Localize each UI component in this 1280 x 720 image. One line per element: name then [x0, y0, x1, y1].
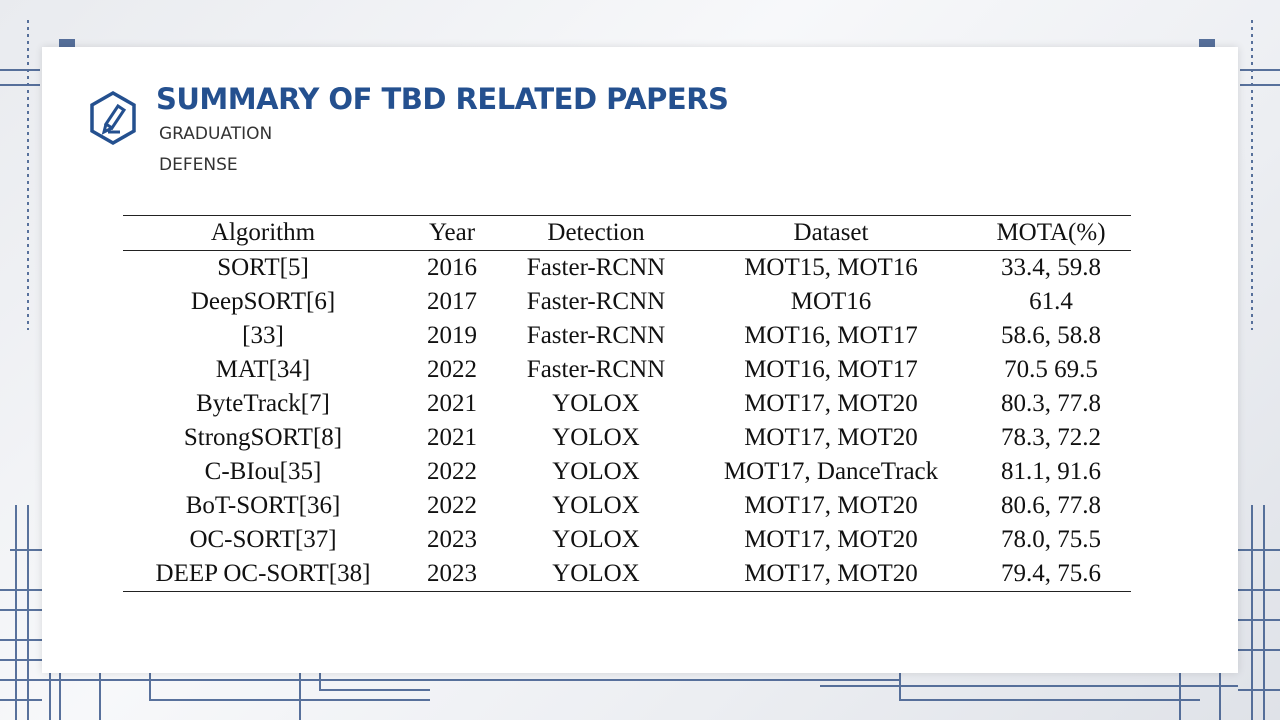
- table-row: ByteTrack[7] 2021 YOLOX MOT17, MOT20 80.3, 7…: [123, 387, 1131, 421]
- cell-mota: 61.4: [1029, 288, 1073, 315]
- cell-year: 2022: [427, 356, 477, 383]
- cell-algorithm: BoT-SORT[36]: [185, 492, 341, 519]
- cell-mota: 80.6, 77.8: [1001, 492, 1101, 519]
- cell-mota: 33.4, 59.8: [1001, 254, 1101, 281]
- cell-year: 2022: [427, 492, 477, 519]
- header-algorithm: Algorithm: [210, 219, 316, 246]
- table-row: BoT-SORT[36] 2022 YOLOX MOT17, MOT20 80.6, 7…: [123, 489, 1131, 523]
- cell-mota: 78.0, 75.5: [1001, 526, 1101, 553]
- table-header-row: Algorithm Year Detection Dataset MOTA(%): [123, 215, 1131, 251]
- cell-dataset: MOT17, MOT20: [744, 492, 918, 519]
- slide-subtitle-line2: DEFENSE: [159, 155, 238, 175]
- cell-dataset: MOT17, DanceTrack: [723, 458, 939, 485]
- cell-dataset: MOT16, MOT17: [744, 322, 918, 349]
- cell-year: 2023: [427, 526, 477, 553]
- cell-algorithm: OC-SORT[37]: [189, 526, 337, 553]
- cell-algorithm: ByteTrack[7]: [196, 390, 330, 417]
- cell-year: 2021: [427, 424, 477, 451]
- cell-algorithm: DEEP OC-SORT[38]: [155, 560, 371, 587]
- cell-year: 2019: [427, 322, 477, 349]
- header-year: Year: [428, 219, 476, 246]
- cell-detection: YOLOX: [552, 526, 640, 553]
- slide-subtitle-line1: GRADUATION: [159, 124, 273, 144]
- table-row: C-BIou[35] 2022 YOLOX MOT17, DanceTrack 81.1…: [123, 455, 1131, 489]
- cell-dataset: MOT15, MOT16: [744, 254, 918, 281]
- cell-mota: 79.4, 75.6: [1001, 560, 1101, 587]
- cell-dataset: MOT16: [790, 288, 872, 315]
- cell-detection: Faster-RCNN: [526, 288, 666, 315]
- cell-year: 2016: [427, 254, 477, 281]
- header-detection: Detection: [547, 219, 645, 246]
- cell-mota: 80.3, 77.8: [1001, 390, 1101, 417]
- pencil-hexagon-icon: [90, 90, 136, 146]
- cell-algorithm: C-BIou[35]: [204, 458, 322, 485]
- cell-dataset: MOT17, MOT20: [744, 424, 918, 451]
- table-row: StrongSORT[8] 2021 YOLOX MOT17, MOT20 78.3, …: [123, 421, 1131, 455]
- cell-detection: YOLOX: [552, 560, 640, 587]
- cell-mota: 70.5 69.5: [1004, 356, 1098, 383]
- cell-detection: Faster-RCNN: [526, 254, 666, 281]
- table-row: OC-SORT[37] 2023 YOLOX MOT17, MOT20 78.0, 75…: [123, 523, 1131, 557]
- header-mota: MOTA(%): [996, 219, 1106, 246]
- cell-year: 2023: [427, 560, 477, 587]
- cell-dataset: MOT17, MOT20: [744, 526, 918, 553]
- cell-algorithm: StrongSORT[8]: [183, 424, 343, 451]
- header-dataset: Dataset: [793, 219, 869, 246]
- slide-card: [42, 47, 1238, 673]
- papers-table: Algorithm Year Detection Dataset MOTA(%)…: [123, 215, 1131, 592]
- table-row: [33] 2019 Faster-RCNN MOT16, MOT17 58.6, 58.…: [123, 319, 1131, 353]
- cell-detection: YOLOX: [552, 492, 640, 519]
- cell-detection: YOLOX: [552, 424, 640, 451]
- cell-year: 2021: [427, 390, 477, 417]
- cell-algorithm: [33]: [242, 322, 284, 349]
- cell-dataset: MOT17, MOT20: [744, 560, 918, 587]
- cell-detection: YOLOX: [552, 390, 640, 417]
- cell-detection: YOLOX: [552, 458, 640, 485]
- cell-algorithm: DeepSORT[6]: [190, 288, 336, 315]
- cell-dataset: MOT17, MOT20: [744, 390, 918, 417]
- cell-mota: 81.1, 91.6: [1001, 458, 1101, 485]
- table-row: SORT[5] 2016 Faster-RCNN MOT15, MOT16 33.4, …: [123, 251, 1131, 286]
- table-row: DEEP OC-SORT[38] 2023 YOLOX MOT17, MOT20 79.…: [123, 557, 1131, 592]
- table-row: MAT[34] 2022 Faster-RCNN MOT16, MOT17 70.5 6…: [123, 353, 1131, 387]
- table-row: DeepSORT[6] 2017 Faster-RCNN MOT16 61.4: [123, 285, 1131, 319]
- cell-mota: 78.3, 72.2: [1001, 424, 1101, 451]
- cell-detection: Faster-RCNN: [526, 356, 666, 383]
- cell-algorithm: MAT[34]: [215, 356, 311, 383]
- cell-algorithm: SORT[5]: [217, 254, 309, 281]
- slide-title: SUMMARY OF TBD RELATED PAPERS: [156, 82, 729, 116]
- cell-detection: Faster-RCNN: [526, 322, 666, 349]
- cell-mota: 58.6, 58.8: [1001, 322, 1101, 349]
- cell-dataset: MOT16, MOT17: [744, 356, 918, 383]
- cell-year: 2017: [427, 288, 477, 315]
- cell-year: 2022: [427, 458, 477, 485]
